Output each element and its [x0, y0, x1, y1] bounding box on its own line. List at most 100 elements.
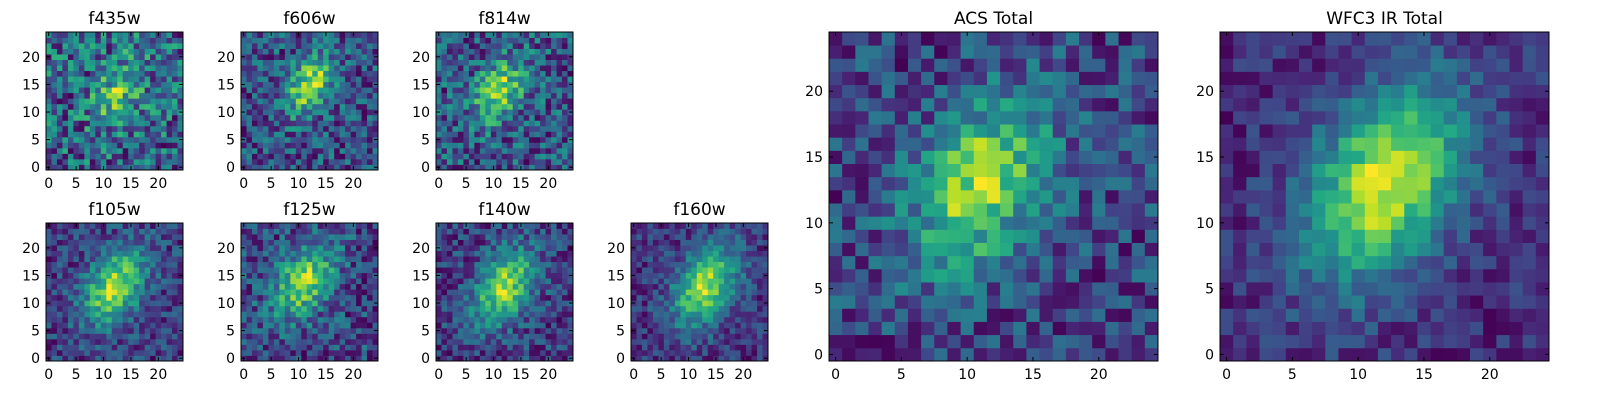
heatmap-cell: [507, 338, 514, 345]
heatmap-cell: [89, 158, 96, 165]
heatmap-cell: [457, 147, 464, 154]
heatmap-cell: [1000, 295, 1014, 309]
heatmap-cell: [328, 278, 335, 285]
heatmap-cell: [117, 250, 124, 257]
heatmap-cell: [647, 338, 654, 345]
heatmap-cell: [117, 81, 124, 88]
heatmap-cell: [268, 283, 275, 290]
heatmap-cell: [100, 98, 107, 105]
heatmap-cell: [652, 338, 659, 345]
heatmap-cell: [1065, 295, 1080, 309]
heatmap-cell: [273, 223, 280, 229]
heatmap-cell: [139, 125, 146, 132]
heatmap-cell: [251, 316, 258, 323]
heatmap-cell: [556, 289, 563, 296]
heatmap-cell: [62, 114, 69, 121]
heatmap-cell: [172, 142, 178, 149]
heatmap-cell: [246, 98, 253, 105]
heatmap-cell: [729, 344, 736, 351]
heatmap-cell: [691, 316, 698, 323]
heatmap-cell: [372, 333, 379, 340]
heatmap-cell: [150, 267, 156, 274]
heatmap-cell: [436, 322, 442, 329]
heatmap-cell: [323, 136, 330, 143]
heatmap-cell: [150, 256, 156, 263]
heatmap-cell: [457, 136, 464, 143]
heatmap-cell: [111, 272, 118, 279]
heatmap-cell: [166, 239, 173, 246]
heatmap-cell: [241, 250, 247, 257]
heatmap-cell: [155, 114, 162, 121]
heatmap-cell: [556, 136, 563, 143]
heatmap-cell: [111, 267, 118, 274]
heatmap-cell: [490, 349, 497, 356]
heatmap-cell: [306, 87, 313, 94]
heatmap-cell: [128, 256, 135, 263]
heatmap-cell: [641, 338, 648, 345]
heatmap-cell: [150, 338, 156, 345]
heatmap-cell: [73, 283, 80, 290]
heatmap-cell: [691, 294, 698, 301]
heatmap-cell: [133, 142, 140, 149]
heatmap-cell: [139, 316, 146, 323]
heatmap-cell: [529, 158, 536, 165]
heatmap-cell: [95, 250, 102, 257]
heatmap-cell: [452, 92, 459, 99]
heatmap-cell: [680, 305, 687, 312]
heatmap-cell: [155, 158, 162, 165]
heatmap-cell: [312, 136, 319, 143]
heatmap-cell: [312, 65, 319, 72]
heatmap-cell: [452, 65, 459, 72]
heatmap-cell: [636, 250, 643, 257]
heatmap-cell: [328, 289, 335, 296]
heatmap-cell: [51, 59, 58, 66]
heatmap-cell: [746, 239, 752, 246]
heatmap-cell: [735, 250, 741, 257]
heatmap-cell: [463, 261, 470, 268]
heatmap-cell: [474, 223, 481, 229]
heatmap-cell: [947, 347, 961, 362]
heatmap-cell: [468, 283, 475, 290]
heatmap-cell: [960, 282, 975, 296]
heatmap-cell: [73, 158, 80, 165]
heatmap-cell: [545, 131, 552, 138]
heatmap-cell: [562, 228, 568, 235]
heatmap-cell: [529, 142, 536, 149]
heatmap-cell: [1144, 295, 1159, 309]
heatmap-cell: [372, 32, 379, 38]
heatmap-cell: [501, 245, 508, 251]
heatmap-cell: [262, 234, 269, 240]
heatmap-cell: [106, 37, 113, 44]
heatmap-cell: [328, 272, 335, 279]
heatmap-cell: [540, 109, 546, 116]
heatmap-cell: [636, 311, 643, 318]
heatmap-cell: [740, 283, 747, 290]
heatmap-cell: [652, 327, 659, 334]
heatmap-cell: [702, 267, 709, 274]
x-tick-label: 20: [539, 176, 557, 192]
heatmap-cell: [680, 278, 687, 285]
heatmap-cell: [95, 142, 102, 149]
heatmap-cell: [106, 125, 113, 132]
heatmap-cell: [51, 109, 58, 116]
heatmap-cell: [485, 261, 492, 268]
heatmap-cell: [474, 153, 481, 160]
heatmap-cell: [279, 153, 286, 160]
heatmap-cell: [111, 322, 118, 329]
heatmap-cell: [172, 267, 178, 274]
heatmap-cell: [479, 37, 486, 44]
heatmap-cell: [262, 54, 269, 60]
heatmap-cell: [139, 131, 146, 138]
heatmap-cell: [241, 59, 247, 66]
heatmap-cell: [463, 294, 470, 301]
heatmap-cell: [707, 239, 714, 246]
heatmap-cell: [301, 272, 308, 279]
heatmap-cell: [556, 261, 563, 268]
heatmap-cell: [323, 59, 330, 66]
heatmap-cell: [89, 228, 96, 235]
heatmap-cell: [1065, 334, 1080, 349]
heatmap-cell: [100, 289, 107, 296]
heatmap-cell: [496, 142, 503, 149]
heatmap-cell: [740, 344, 747, 351]
heatmap-cell: [523, 109, 530, 116]
